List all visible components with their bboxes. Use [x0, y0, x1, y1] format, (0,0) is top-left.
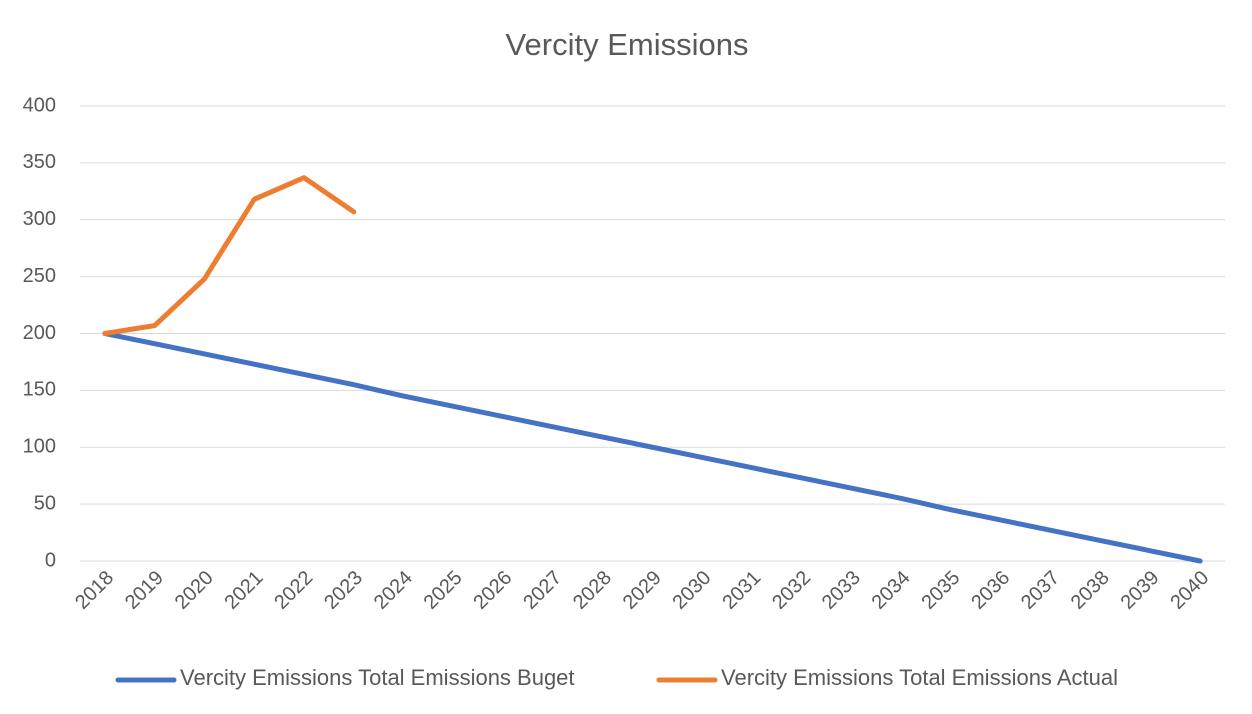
x-tick-label: 2034 [868, 567, 915, 614]
x-tick-label: 2021 [220, 567, 267, 614]
x-tick-label: 2038 [1067, 567, 1114, 614]
x-tick-label: 2036 [967, 567, 1014, 614]
x-tick-label: 2020 [171, 567, 218, 614]
x-tick-label: 2023 [320, 567, 367, 614]
x-tick-label: 2035 [917, 567, 964, 614]
series-line [102, 175, 357, 336]
y-tick-label: 0 [45, 549, 56, 571]
series-line [102, 331, 1203, 564]
x-tick-label: 2029 [619, 567, 666, 614]
x-tick-label: 2022 [270, 567, 317, 614]
y-tick-label: 100 [23, 436, 56, 458]
legend-label: Vercity Emissions Total Emissions Buget [180, 665, 575, 690]
y-tick-label: 200 [23, 322, 56, 344]
x-tick-label: 2025 [420, 567, 467, 614]
x-tick-label: 2028 [569, 567, 616, 614]
y-tick-label: 250 [23, 265, 56, 287]
y-tick-label: 50 [34, 492, 56, 514]
x-tick-label: 2031 [718, 567, 765, 614]
x-tick-label: 2024 [370, 567, 417, 614]
y-tick-label: 400 [23, 94, 56, 116]
x-tick-label: 2027 [519, 567, 566, 614]
chart-title: Vercity Emissions [506, 27, 749, 62]
x-tick-label: 2037 [1017, 567, 1064, 614]
x-tick-label: 2033 [818, 567, 865, 614]
legend-label: Vercity Emissions Total Emissions Actual [721, 665, 1118, 690]
x-tick-label: 2030 [669, 567, 716, 614]
x-tick-label: 2039 [1117, 567, 1164, 614]
x-tick-label: 2032 [768, 567, 815, 614]
y-tick-label: 300 [23, 208, 56, 230]
x-tick-label: 2040 [1166, 567, 1213, 614]
x-tick-label: 2019 [121, 567, 168, 614]
x-tick-label: 2018 [71, 567, 118, 614]
y-tick-label: 350 [23, 151, 56, 173]
y-tick-label: 150 [23, 379, 56, 401]
x-tick-label: 2026 [469, 567, 516, 614]
